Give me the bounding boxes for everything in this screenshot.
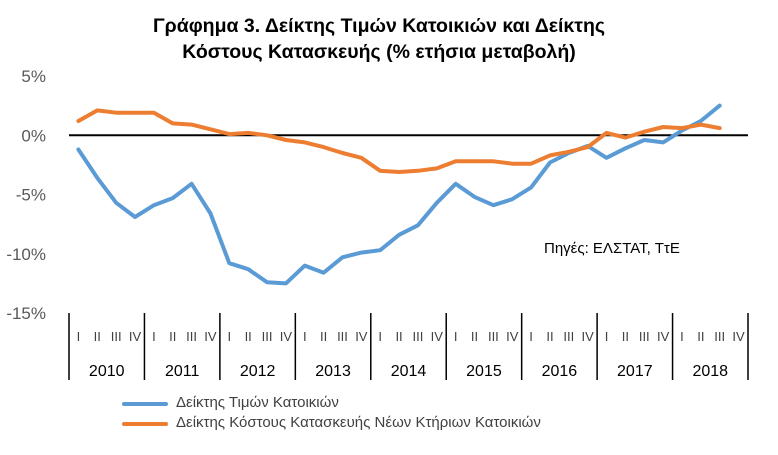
year-label: 2014 <box>391 363 427 380</box>
quarter-tick-label: II <box>471 329 478 344</box>
quarter-tick-label: III <box>111 329 122 344</box>
quarter-tick-label: I <box>529 329 533 344</box>
quarter-tick-label: III <box>413 329 424 344</box>
quarter-tick-label: IV <box>431 329 444 344</box>
chart-title-line-1: Γράφημα 3. Δείκτης Τιμών Κατοικιών και Δ… <box>152 15 606 37</box>
chart-title-line-2: Κόστους Κατασκευής (% ετήσια μεταβολή) <box>182 41 576 63</box>
quarter-tick-label: IV <box>657 329 670 344</box>
legend-item-house-prices: Δείκτης Τιμών Κατοικιών <box>122 394 339 411</box>
quarter-tick-label: IV <box>355 329 368 344</box>
quarter-tick-label: II <box>546 329 553 344</box>
quarter-tick-label: II <box>245 329 252 344</box>
year-label: 2016 <box>542 363 578 380</box>
quarter-tick-label: III <box>186 329 197 344</box>
quarter-tick-label: IV <box>204 329 217 344</box>
quarter-tick-label: I <box>228 329 232 344</box>
legend-label-construction-cost: Δείκτης Κόστους Κατασκευής Νέων Κτήριων … <box>176 414 541 431</box>
quarter-tick-label: III <box>488 329 499 344</box>
legend-label-house-prices: Δείκτης Τιμών Κατοικιών <box>176 394 339 411</box>
quarter-tick-label: III <box>714 329 725 344</box>
legend-item-construction-cost: Δείκτης Κόστους Κατασκευής Νέων Κτήριων … <box>122 414 541 431</box>
quarter-tick-label: II <box>169 329 176 344</box>
quarter-tick-label: IV <box>280 329 293 344</box>
quarter-tick-label: III <box>337 329 348 344</box>
year-label: 2013 <box>315 363 351 380</box>
year-label: 2012 <box>240 363 276 380</box>
quarter-tick-label: III <box>563 329 574 344</box>
quarter-tick-label: IV <box>732 329 745 344</box>
year-label: 2010 <box>89 363 125 380</box>
y-tick-label: -15% <box>6 304 46 323</box>
quarter-tick-label: I <box>77 329 81 344</box>
y-tick-label: 5% <box>21 67 46 86</box>
quarter-tick-label: I <box>378 329 382 344</box>
quarter-tick-label: III <box>639 329 650 344</box>
quarter-tick-label: II <box>320 329 327 344</box>
year-label: 2017 <box>617 363 653 380</box>
quarter-tick-label: IV <box>506 329 519 344</box>
quarter-tick-label: I <box>454 329 458 344</box>
quarter-tick-label: II <box>697 329 704 344</box>
year-label: 2011 <box>165 363 200 380</box>
series-line-construction-cost <box>76 108 722 174</box>
legend-swatch-house-prices <box>122 402 168 406</box>
quarter-tick-label: IV <box>582 329 595 344</box>
quarter-tick-label: I <box>680 329 684 344</box>
year-label: 2015 <box>466 363 502 380</box>
source-annotation: Πηγές: ΕΛΣΤΑΤ, ΤτΕ <box>544 240 680 257</box>
series-line-house-prices <box>76 103 722 286</box>
quarter-tick-label: I <box>605 329 609 344</box>
quarter-tick-label: IV <box>129 329 142 344</box>
y-tick-label: 0% <box>21 126 46 145</box>
quarter-tick-label: I <box>152 329 156 344</box>
legend-swatch-construction-cost <box>122 422 168 426</box>
quarter-tick-label: III <box>262 329 273 344</box>
y-tick-label: -5% <box>16 186 46 205</box>
quarter-tick-label: II <box>622 329 629 344</box>
quarter-tick-label: II <box>94 329 101 344</box>
year-label: 2018 <box>692 363 728 380</box>
quarter-tick-label: II <box>395 329 402 344</box>
quarter-tick-label: I <box>303 329 307 344</box>
y-tick-label: -10% <box>6 245 46 264</box>
